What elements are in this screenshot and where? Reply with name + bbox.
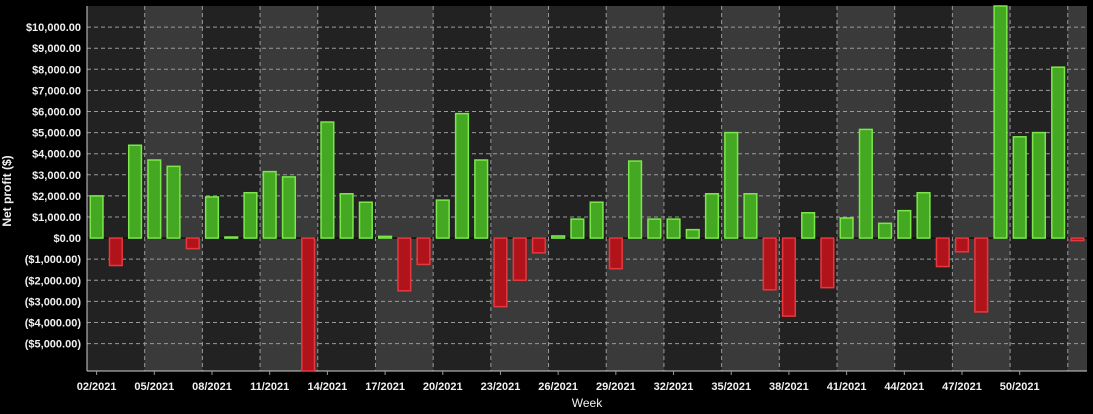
background-band bbox=[375, 6, 434, 371]
bar bbox=[724, 131, 739, 239]
plot-area bbox=[87, 6, 1087, 371]
bar bbox=[993, 5, 1008, 239]
bar bbox=[166, 165, 181, 239]
x-tick-label: 17/2021 bbox=[365, 381, 405, 393]
y-tick-label: $4,000.00 bbox=[32, 149, 81, 161]
y-axis-title: Net profit ($) bbox=[0, 155, 14, 226]
bar bbox=[839, 217, 854, 239]
x-tick-label: 08/2021 bbox=[192, 381, 232, 393]
x-tick-labels: 02/2021 05/2021 08/2021 11/2021 14/2021 17/20… bbox=[77, 371, 1040, 393]
bar bbox=[243, 191, 258, 239]
bar bbox=[454, 112, 470, 239]
bar bbox=[493, 237, 508, 308]
y-tick-label: $7,000.00 bbox=[32, 85, 81, 97]
bar bbox=[435, 199, 450, 239]
y-tick-label: ($1,000.00) bbox=[25, 254, 82, 266]
x-tick-label: 26/2021 bbox=[538, 381, 578, 393]
x-tick-label: 35/2021 bbox=[711, 381, 751, 393]
bar bbox=[1031, 131, 1047, 239]
x-tick-label: 23/2021 bbox=[481, 381, 521, 393]
bar bbox=[108, 237, 123, 267]
bar bbox=[551, 235, 566, 239]
bar bbox=[1012, 136, 1027, 239]
bar bbox=[204, 196, 220, 239]
bar bbox=[224, 236, 239, 239]
y-tick-label: ($4,000.00) bbox=[25, 317, 82, 329]
background-band bbox=[490, 6, 549, 371]
bar bbox=[531, 237, 547, 254]
bar bbox=[474, 159, 489, 239]
bar bbox=[820, 237, 835, 289]
x-tick-label: 29/2021 bbox=[596, 381, 636, 393]
y-tick-label: $6,000.00 bbox=[32, 106, 81, 118]
bar bbox=[954, 237, 970, 253]
bar bbox=[627, 160, 643, 239]
bar bbox=[781, 237, 797, 317]
y-tick-label: $5,000.00 bbox=[32, 128, 81, 140]
bar bbox=[897, 209, 912, 239]
bar bbox=[397, 237, 412, 292]
x-tick-label: 50/2021 bbox=[1000, 381, 1040, 393]
x-tick-label: 32/2021 bbox=[654, 381, 694, 393]
bar bbox=[743, 193, 758, 239]
bar bbox=[608, 237, 623, 270]
y-tick-label: $3,000.00 bbox=[32, 170, 81, 182]
x-tick-label: 44/2021 bbox=[884, 381, 924, 393]
y-tick-label: $0.00 bbox=[53, 233, 81, 245]
bar bbox=[281, 176, 297, 239]
y-tick-label: ($5,000.00) bbox=[25, 339, 82, 351]
x-tick-label: 41/2021 bbox=[827, 381, 867, 393]
y-tick-label: $9,000.00 bbox=[32, 43, 81, 55]
y-tick-label: ($2,000.00) bbox=[25, 275, 82, 287]
y-tick-label: $1,000.00 bbox=[32, 212, 81, 224]
bar bbox=[935, 237, 950, 268]
x-tick-label: 38/2021 bbox=[769, 381, 809, 393]
y-tick-label: ($3,000.00) bbox=[25, 296, 82, 308]
bar bbox=[416, 237, 431, 266]
bar bbox=[801, 212, 816, 239]
bar bbox=[262, 170, 277, 239]
x-tick-label: 02/2021 bbox=[77, 381, 117, 393]
x-tick-label: 20/2021 bbox=[423, 381, 463, 393]
bar bbox=[666, 218, 681, 239]
bar bbox=[147, 159, 162, 239]
x-tick-label: 05/2021 bbox=[134, 381, 174, 393]
bar bbox=[858, 128, 873, 239]
bar bbox=[185, 237, 200, 250]
bar bbox=[570, 218, 585, 239]
x-tick-label: 11/2021 bbox=[250, 381, 289, 393]
bar bbox=[1051, 66, 1066, 239]
bar bbox=[762, 237, 777, 291]
y-tick-labels: $10,000.00 $9,000.00 $8,000.00 $7,000.00 $6,… bbox=[25, 22, 82, 350]
y-tick-label: $10,000.00 bbox=[26, 22, 81, 34]
gridlines bbox=[86, 6, 1087, 372]
bar bbox=[339, 193, 354, 239]
bar bbox=[647, 218, 662, 239]
alternating-bands bbox=[144, 6, 1087, 371]
x-axis-title: Week bbox=[572, 396, 603, 410]
bar bbox=[974, 237, 989, 313]
bar bbox=[512, 237, 527, 282]
bar bbox=[704, 193, 720, 239]
bar bbox=[89, 195, 104, 239]
bar bbox=[916, 191, 931, 239]
bar bbox=[685, 228, 700, 239]
bar bbox=[877, 222, 893, 239]
bar bbox=[301, 237, 316, 372]
bar bbox=[127, 144, 143, 239]
x-tick-label: 47/2021 bbox=[942, 381, 982, 393]
y-tick-label: $8,000.00 bbox=[32, 64, 81, 76]
bar bbox=[358, 201, 373, 239]
y-tick-label: $2,000.00 bbox=[32, 191, 81, 203]
bars-group bbox=[89, 5, 1085, 372]
bar bbox=[1070, 237, 1085, 242]
x-tick-label: 14/2021 bbox=[308, 381, 348, 393]
bar bbox=[377, 235, 393, 239]
bar bbox=[589, 201, 604, 239]
bar bbox=[320, 121, 335, 239]
background-band bbox=[1067, 6, 1087, 371]
